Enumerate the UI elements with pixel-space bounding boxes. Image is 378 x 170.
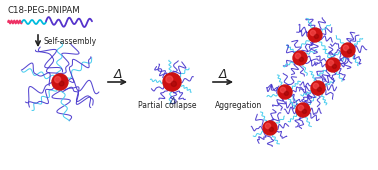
Circle shape <box>328 60 333 66</box>
Text: Δ: Δ <box>170 97 176 106</box>
Circle shape <box>317 87 322 91</box>
Circle shape <box>311 81 325 95</box>
Circle shape <box>166 76 173 83</box>
Circle shape <box>313 83 319 89</box>
Circle shape <box>293 51 307 65</box>
Circle shape <box>295 53 301 58</box>
Circle shape <box>278 85 292 99</box>
Circle shape <box>265 123 271 129</box>
Circle shape <box>298 105 304 111</box>
Circle shape <box>59 81 64 86</box>
Text: Self-assembly: Self-assembly <box>44 37 97 46</box>
Text: C18-PEG-PNIPAM: C18-PEG-PNIPAM <box>8 6 81 15</box>
Text: Aggregation: Aggregation <box>215 101 262 110</box>
Circle shape <box>269 127 274 132</box>
Circle shape <box>343 45 349 50</box>
Text: Partial collapse: Partial collapse <box>138 101 197 110</box>
Circle shape <box>299 57 304 62</box>
Circle shape <box>302 109 307 114</box>
Circle shape <box>284 91 288 96</box>
Circle shape <box>54 76 60 83</box>
Circle shape <box>314 34 319 38</box>
Text: Δ: Δ <box>219 69 228 81</box>
Circle shape <box>263 121 277 135</box>
Circle shape <box>332 64 336 69</box>
Circle shape <box>308 28 322 42</box>
Circle shape <box>296 103 310 117</box>
Circle shape <box>280 87 285 92</box>
Circle shape <box>341 43 355 57</box>
Circle shape <box>171 81 177 87</box>
Text: Δ: Δ <box>114 69 122 81</box>
Circle shape <box>326 58 340 72</box>
Circle shape <box>347 49 352 54</box>
Circle shape <box>163 73 181 91</box>
Circle shape <box>310 30 316 36</box>
Circle shape <box>52 74 68 90</box>
